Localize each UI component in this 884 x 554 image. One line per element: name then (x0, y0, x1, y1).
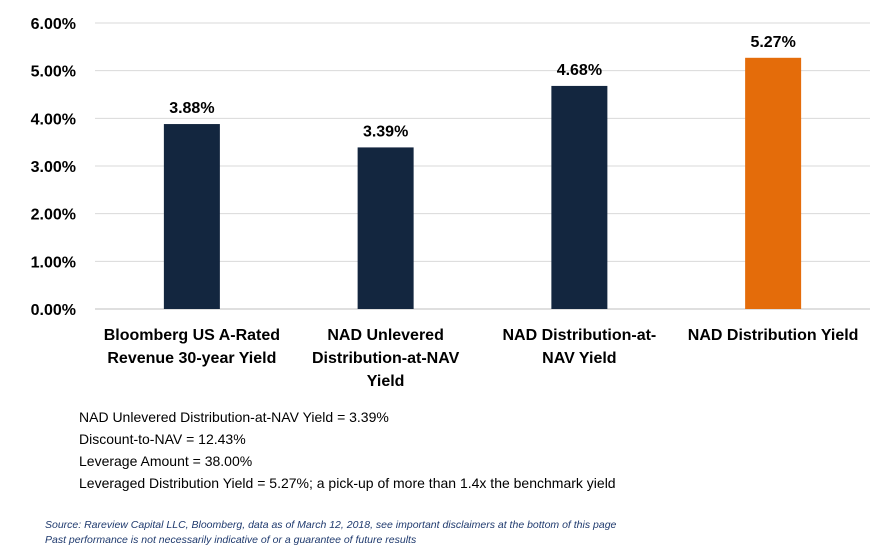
bar (551, 85, 608, 309)
bar (745, 57, 802, 310)
y-tick-label: 6.00% (31, 16, 76, 33)
note-leverage-amount: Leverage Amount = 38.00% (79, 453, 253, 469)
x-tick-label: NAV Yield (542, 350, 616, 367)
source-line: Source: Rareview Capital LLC, Bloomberg,… (45, 519, 617, 531)
note-discount-to-nav: Discount-to-NAV = 12.43% (79, 431, 246, 447)
data-label: 5.27% (750, 34, 795, 51)
y-tick-label: 0.00% (31, 302, 76, 319)
x-tick-label: Yield (367, 373, 405, 390)
note-leveraged-yield: Leveraged Distribution Yield = 5.27%; a … (79, 475, 616, 491)
data-label: 3.88% (169, 100, 214, 117)
x-tick-label: NAD Unlevered (327, 327, 443, 344)
data-label: 3.39% (363, 123, 408, 140)
y-tick-label: 5.00% (31, 64, 76, 81)
bar (357, 147, 414, 309)
y-tick-label: 2.00% (31, 207, 76, 224)
x-tick-label: Bloomberg US A-Rated (104, 327, 280, 344)
y-tick-label: 1.00% (31, 254, 76, 271)
y-tick-label: 4.00% (31, 111, 76, 128)
disclaimer-line: Past performance is not necessarily indi… (45, 534, 417, 546)
x-tick-label: Revenue 30-year Yield (107, 350, 276, 367)
y-tick-label: 3.00% (31, 159, 76, 176)
x-tick-label: NAD Distribution Yield (688, 327, 859, 344)
data-label: 4.68% (557, 62, 602, 79)
x-tick-label: Distribution-at-NAV (312, 350, 460, 367)
note-unlevered-yield: NAD Unlevered Distribution-at-NAV Yield … (79, 409, 389, 425)
notes-block: NAD Unlevered Distribution-at-NAV Yield … (79, 406, 616, 494)
x-tick-label: NAD Distribution-at- (502, 327, 656, 344)
source-footnote: Source: Rareview Capital LLC, Bloomberg,… (45, 518, 616, 548)
chart-svg: 0.00% 1.00% 2.00% 3.00% 4.00% 5.00% 6.00% 3.88%… (31, 16, 870, 390)
chart-canvas: 0.00% 1.00% 2.00% 3.00% 4.00% 5.00% 6.00% 3.88%… (31, 16, 870, 390)
bar-chart: 0.00% 1.00% 2.00% 3.00% 4.00% 5.00% 6.00% 3.88%… (31, 16, 870, 390)
bar (163, 124, 220, 309)
